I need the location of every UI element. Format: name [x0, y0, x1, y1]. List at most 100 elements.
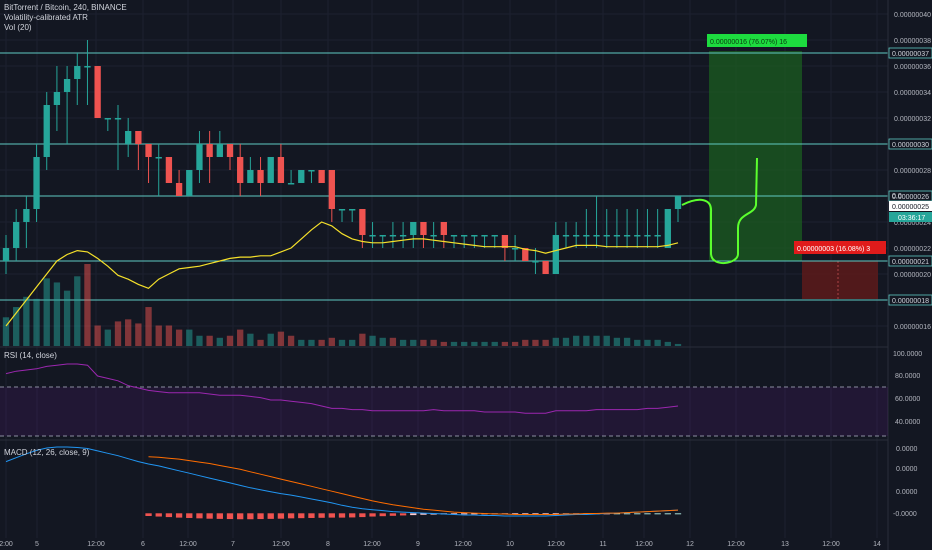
- time-tick: 12:00: [179, 541, 197, 548]
- symbol-legend[interactable]: BitTorrent / Bitcoin, 240, BINANCE: [4, 3, 127, 12]
- level-tag-box: [888, 255, 932, 267]
- candle-body: [175, 183, 183, 196]
- volume-bar: [53, 282, 61, 346]
- volume-bar: [155, 325, 162, 346]
- candle-body: [135, 131, 142, 144]
- projection-sketch[interactable]: [681, 157, 758, 264]
- signal-line: [148, 456, 679, 515]
- macd-histogram-bar: [277, 513, 285, 519]
- candle-body: [552, 235, 559, 274]
- price-axis[interactable]: 0.00000040 0.00000038 0.00000036 0.00000034…: [894, 12, 931, 331]
- macd-tick: 0.0000: [896, 446, 918, 453]
- candle-body: [461, 235, 468, 237]
- volume-bar: [562, 337, 570, 346]
- volume-bar: [430, 339, 437, 346]
- volume-bar: [33, 298, 40, 346]
- volume-bar: [603, 335, 610, 346]
- time-tick: 12:00: [822, 541, 840, 548]
- candle-body: [613, 235, 621, 237]
- profit-zone[interactable]: [709, 51, 802, 261]
- time-tick: 12:00: [635, 541, 653, 548]
- rsi-legend[interactable]: RSI (14, close): [4, 351, 57, 360]
- volume-bar: [165, 325, 173, 346]
- volume-bar: [410, 339, 417, 346]
- volume-bar: [542, 339, 549, 346]
- time-axis[interactable]: 2:00 5 12:00 6 12:00 7 12:00 8 12:00 9 12:00 10 12:0…: [0, 541, 881, 548]
- volume-bar: [237, 329, 244, 346]
- candle-body: [63, 79, 71, 92]
- macd-histogram-bar: [471, 513, 478, 515]
- macd-histogram-bar: [644, 513, 651, 515]
- candle-body: [420, 222, 427, 235]
- time-tick: 8: [326, 541, 330, 548]
- volume-bar: [593, 335, 600, 346]
- macd-histogram-bar: [155, 513, 162, 517]
- macd-histogram-bar: [206, 513, 213, 519]
- atr-legend[interactable]: Volatility-calibrated ATR: [4, 13, 88, 22]
- volume-bar: [43, 278, 50, 346]
- macd-histogram-bar: [664, 513, 671, 515]
- candle-body: [287, 183, 295, 185]
- candle-body: [511, 248, 519, 250]
- volume-bar: [552, 337, 559, 346]
- candle-body: [277, 157, 285, 183]
- candle-body: [583, 235, 590, 237]
- volume-bar: [125, 319, 132, 346]
- macd-histogram-bar: [552, 513, 559, 515]
- macd-axis: 0.0000 0.0000 0.0000 -0.0000: [893, 446, 918, 518]
- macd-legend[interactable]: MACD (12, 26, close, 9): [4, 448, 90, 457]
- volume-bar: [135, 323, 142, 346]
- macd-histogram-bar: [369, 513, 376, 517]
- volume-bar: [573, 335, 580, 346]
- profit-label: 0.00000016 (76.07%) 16: [710, 39, 787, 46]
- time-tick: 13: [781, 541, 789, 548]
- profit-label-box: [707, 34, 807, 47]
- rsi-line: [5, 363, 679, 414]
- level-tag: 0.00000021: [892, 259, 929, 266]
- candle-body: [125, 131, 132, 144]
- volume-bar: [450, 341, 458, 346]
- volume-bar: [2, 317, 10, 346]
- time-tick: 12: [686, 541, 694, 548]
- candle-body: [257, 170, 264, 183]
- macd-histogram-bar: [522, 513, 529, 515]
- macd-histogram-bar: [674, 513, 682, 515]
- candles: [2, 40, 682, 274]
- candle-body: [349, 209, 356, 211]
- horizontal-levels[interactable]: [0, 52, 888, 301]
- volume-legend[interactable]: Vol (20): [4, 23, 32, 32]
- price-tick: 0.00000028: [894, 168, 931, 175]
- macd-histogram-bar: [338, 513, 346, 518]
- price-tick: 0.00000040: [894, 12, 931, 19]
- candle-body: [308, 170, 315, 172]
- candle-body: [430, 235, 437, 237]
- macd-histogram-bar: [420, 513, 427, 515]
- time-tick: 5: [35, 541, 39, 548]
- countdown-tag: 03:36:17: [898, 215, 925, 222]
- time-tick: 12:00: [454, 541, 472, 548]
- price-tick: 0.00000038: [894, 38, 931, 45]
- volume-bar: [583, 335, 590, 346]
- partial-price-tag: 0.0: [892, 193, 902, 200]
- candle-body: [104, 118, 111, 120]
- candle-body: [593, 235, 600, 237]
- time-tick: 7: [231, 541, 235, 548]
- loss-zone[interactable]: [802, 261, 878, 299]
- volume-bar: [84, 264, 91, 346]
- macd-histogram-bar: [216, 513, 223, 519]
- volume-bar: [267, 333, 274, 346]
- candle-body: [573, 235, 580, 237]
- candle-body: [165, 157, 173, 183]
- price-tick: 0.00000022: [894, 246, 931, 253]
- countdown-box: [889, 212, 932, 222]
- volume-bar: [623, 337, 631, 346]
- volume-bar: [298, 339, 305, 346]
- candle-body: [664, 209, 671, 248]
- volume-bar: [349, 339, 356, 346]
- price-tick: 0.00000032: [894, 116, 931, 123]
- volume-bar: [471, 341, 478, 346]
- candle-body: [267, 157, 274, 183]
- macd-histogram-bar: [287, 513, 295, 519]
- macd-histogram-bar: [654, 513, 661, 515]
